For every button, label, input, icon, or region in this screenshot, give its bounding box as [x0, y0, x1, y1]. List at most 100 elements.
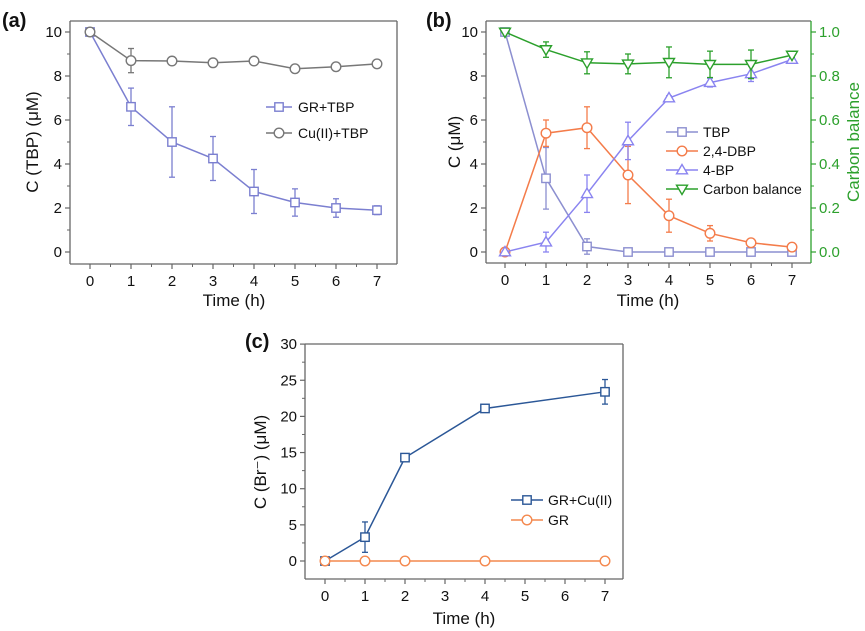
panel-a: (a) Time (h) C (TBP) (μM) 0 1 2 3 4 5 6 7 0 2 4 6 8 1…	[2, 10, 398, 310]
data-point	[479, 555, 491, 567]
series-gr-cu-ii-	[320, 378, 610, 566]
panel-label-a: (a)	[2, 10, 26, 32]
y-tick-label: 8	[54, 68, 62, 85]
data-point	[290, 197, 300, 208]
legend-label-24dbp: 2,4-DBP	[703, 143, 756, 159]
data-point	[319, 555, 331, 567]
x-tick-label: 3	[441, 588, 449, 605]
x-axis-title-c: Time (h)	[433, 609, 496, 628]
data-point	[400, 452, 410, 463]
data-point	[703, 59, 717, 72]
y-tick-label: 10	[461, 24, 478, 41]
plot-area-c: 0 1 2 3 4 5 6 7 0 5 10 15 20 25 30	[280, 336, 624, 605]
series-carbon-balance	[498, 27, 799, 80]
data-point	[744, 59, 758, 72]
y-tick-label: 0	[470, 244, 478, 261]
x-tick-label: 1	[542, 272, 550, 289]
legend-label-gr: GR	[548, 512, 569, 528]
x-tick-label: 5	[291, 273, 299, 290]
right-y-tick-label: 0.6	[819, 112, 840, 129]
data-point	[662, 57, 676, 70]
series-line	[89, 31, 378, 70]
series-line	[504, 31, 792, 253]
x-tick-label: 2	[401, 588, 409, 605]
data-point	[126, 101, 136, 112]
data-point	[289, 63, 301, 75]
legend-label-cu-tbp: Cu(II)+TBP	[298, 125, 368, 141]
series-line	[504, 31, 793, 66]
legend-label-tbp: TBP	[703, 124, 730, 140]
series-gr	[319, 555, 611, 567]
legend-marker	[522, 495, 532, 505]
data-point	[540, 127, 552, 139]
data-point	[498, 245, 512, 257]
y-tick-label: 30	[280, 336, 297, 353]
data-point	[371, 58, 383, 70]
y-tick-label: 6	[470, 112, 478, 129]
data-point	[207, 57, 219, 69]
data-point	[703, 75, 717, 88]
y-axis-title-b: C (μM)	[445, 116, 464, 168]
legend-c: GR+Cu(II) GR	[511, 492, 612, 528]
y-tick-label: 10	[280, 481, 297, 498]
legend-marker	[675, 184, 689, 196]
data-point	[581, 122, 593, 134]
data-point	[785, 50, 799, 62]
data-point	[786, 241, 798, 253]
data-point	[599, 555, 611, 567]
y-tick-label: 0	[54, 244, 62, 261]
data-point	[330, 61, 342, 73]
x-tick-label: 5	[706, 272, 714, 289]
y-tick-label: 25	[280, 372, 297, 389]
right-y-tick-label: 0.2	[819, 200, 840, 217]
data-point	[705, 247, 715, 257]
data-point	[582, 241, 592, 252]
panel-b: (b) Time (h) C (μM) Carbon balance 0 1 2 3 4…	[426, 10, 863, 310]
y-tick-label: 2	[470, 200, 478, 217]
x-tick-label: 6	[332, 273, 340, 290]
panel-label-b: (b)	[426, 10, 452, 32]
x-tick-label: 6	[747, 272, 755, 289]
data-point	[360, 532, 370, 543]
legend-b: TBP 2,4-DBP 4-BP Carbon balance	[666, 124, 802, 197]
data-point	[84, 26, 96, 38]
y-tick-label: 5	[289, 517, 297, 534]
x-tick-label: 7	[373, 273, 381, 290]
x-tick-label: 3	[624, 272, 632, 289]
y-tick-label: 6	[54, 112, 62, 129]
x-tick-label: 4	[250, 273, 258, 290]
x-tick-label: 1	[361, 588, 369, 605]
data-point	[331, 203, 341, 213]
series-cu-ii-tbp	[84, 26, 383, 75]
data-point	[541, 173, 551, 184]
legend-marker	[676, 145, 688, 157]
plot-area-a: 0 1 2 3 4 5 6 7 0 2 4 6 8 10	[45, 20, 398, 290]
data-point	[125, 55, 137, 67]
x-tick-label: 7	[788, 272, 796, 289]
right-y-tick-label: 0.4	[819, 156, 840, 173]
x-axis-title-a: Time (h)	[203, 291, 266, 310]
data-point	[208, 153, 218, 164]
data-point	[498, 27, 512, 39]
data-point	[663, 210, 675, 222]
legend-label-gr-cu: GR+Cu(II)	[548, 492, 612, 508]
series-line	[504, 126, 793, 253]
y-tick-label: 4	[470, 156, 478, 173]
x-tick-label: 0	[86, 273, 94, 290]
y-tick-label: 0	[289, 553, 297, 570]
y-tick-label: 8	[470, 68, 478, 85]
legend-marker	[677, 127, 687, 137]
data-point	[623, 247, 633, 257]
data-point	[248, 55, 260, 67]
data-point	[167, 137, 177, 147]
legend-marker	[675, 163, 689, 175]
y-tick-label: 4	[54, 156, 62, 173]
y-tick-label: 2	[54, 200, 62, 217]
data-point	[399, 555, 411, 567]
data-point	[249, 186, 259, 197]
right-y-tick-label: 0.8	[819, 68, 840, 85]
data-point	[166, 55, 178, 67]
data-point	[664, 247, 674, 257]
legend-marker	[273, 127, 285, 139]
